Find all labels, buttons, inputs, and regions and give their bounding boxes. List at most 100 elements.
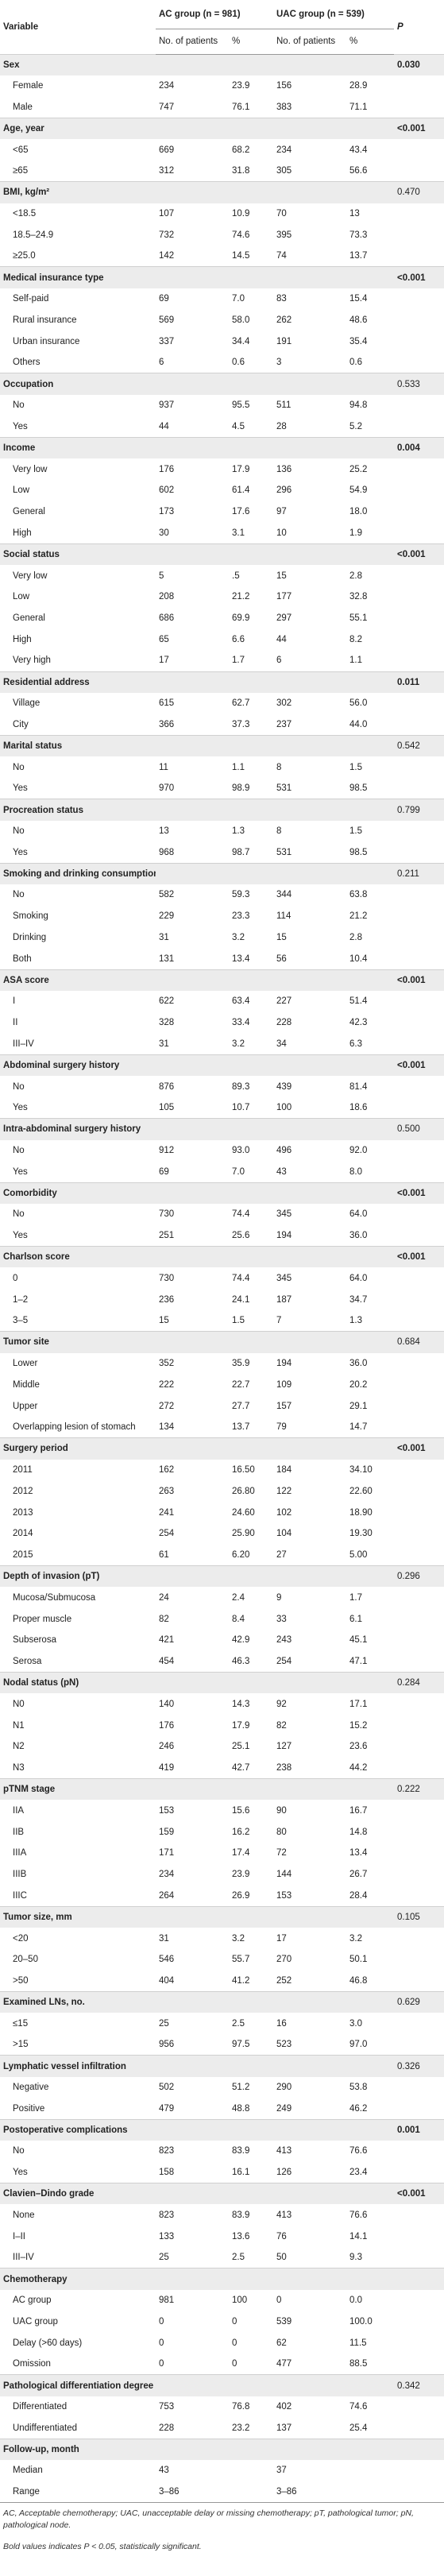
cell <box>346 1672 395 1694</box>
cell: 0 <box>232 2359 237 2369</box>
cell: 241 <box>159 1507 175 1518</box>
cell <box>156 1991 229 2013</box>
cell: 5.2 <box>349 421 362 431</box>
cell <box>394 1353 444 1375</box>
cell: 64.0 <box>349 1273 368 1283</box>
section-row: Comorbidity <0.001 <box>0 1182 444 1205</box>
item-row: No 582 59.3 344 63.8 <box>0 884 444 906</box>
item-label: Female <box>13 81 44 91</box>
cell: 234 <box>159 81 175 91</box>
cell: 352 <box>159 1359 175 1368</box>
item-row: 2014 254 25.90 104 19.30 <box>0 1523 444 1545</box>
cell: 15 <box>159 1316 169 1326</box>
cell: 43.4 <box>349 145 368 155</box>
cell: 228 <box>276 1018 292 1028</box>
cell: 51.4 <box>349 996 368 1007</box>
cell: 51.2 <box>232 2083 250 2093</box>
cell: 15 <box>276 933 287 943</box>
section-row: Depth of invasion (pT) 0.296 <box>0 1565 444 1588</box>
cell: 28 <box>276 421 287 431</box>
cell: 404 <box>159 1975 175 1986</box>
cell: 16.50 <box>232 1464 255 1475</box>
cell <box>394 139 444 161</box>
item-row: N1 176 17.9 82 15.2 <box>0 1715 444 1736</box>
item-row: <65 669 68.2 234 43.4 <box>0 139 444 161</box>
cell <box>394 927 444 949</box>
cell <box>156 1118 229 1140</box>
cell <box>229 2438 273 2461</box>
cell: 64.0 <box>349 1209 368 1220</box>
item-label: Range <box>0 2481 156 2504</box>
cell: 159 <box>159 1827 175 1837</box>
item-row: Self-paid 69 7.0 83 15.4 <box>0 288 444 310</box>
cell <box>229 1182 273 1205</box>
cell: 142 <box>159 251 175 261</box>
item-row: AC group 981 100 0 0.0 <box>0 2290 444 2311</box>
subheader: % <box>229 29 273 55</box>
item-label: N0 <box>13 1699 25 1709</box>
cell <box>346 2460 394 2481</box>
cell: 55.1 <box>349 613 368 624</box>
cell <box>229 1118 273 1140</box>
cell <box>346 373 395 395</box>
cell: 22.7 <box>232 1379 250 1390</box>
cell: 823 <box>159 2210 175 2220</box>
cell <box>346 1118 395 1140</box>
section-label: Medical insurance type <box>0 266 156 288</box>
cell <box>394 1651 444 1673</box>
item-label: Omission <box>13 2359 51 2369</box>
cell: 157 <box>276 1401 292 1411</box>
cell <box>346 862 395 885</box>
cell <box>346 2055 395 2077</box>
cell: 730 <box>159 1209 175 1220</box>
cell <box>394 1204 444 1225</box>
cell: 90 <box>276 1805 287 1816</box>
item-row: IIA 153 15.6 90 16.7 <box>0 1800 444 1821</box>
cell <box>394 1545 444 1566</box>
cell: 105 <box>159 1103 175 1113</box>
cell: 0.6 <box>349 358 362 368</box>
section-label: Surgery period <box>0 1437 156 1460</box>
cell <box>346 1778 395 1800</box>
cell: 2.8 <box>349 933 362 943</box>
cell: 136 <box>276 464 292 474</box>
cell: 15.4 <box>349 294 368 304</box>
cell <box>394 2034 444 2056</box>
cell: 1.7 <box>232 656 245 666</box>
item-label: Male <box>13 102 33 112</box>
cell: 4.5 <box>232 421 245 431</box>
p-value: <0.001 <box>394 543 444 566</box>
cell: 74 <box>276 251 287 261</box>
item-row: Village 615 62.7 302 56.0 <box>0 693 444 714</box>
item-label: No <box>13 1081 25 1092</box>
cell <box>229 2183 273 2205</box>
cell: 41.2 <box>232 1975 250 1986</box>
cell: 13.7 <box>232 1422 250 1433</box>
cell: 1.3 <box>349 1316 362 1326</box>
cell: 98.7 <box>232 847 250 857</box>
cell: 27.7 <box>232 1401 250 1411</box>
cell: 3.0 <box>349 2018 362 2029</box>
header-uac: UAC group (n = 539) <box>273 0 395 29</box>
cell <box>394 1608 444 1630</box>
item-label: AC group <box>13 2296 52 2306</box>
section-label: pTNM stage <box>0 1778 156 1800</box>
cell <box>156 1182 229 1205</box>
item-row: 2012 263 26.80 122 22.60 <box>0 1480 444 1502</box>
cell <box>394 2311 444 2332</box>
item-label: No <box>13 1146 25 1156</box>
cell: 31 <box>159 1933 169 1944</box>
subheader: No. of patients <box>156 29 229 55</box>
cell <box>346 2374 395 2396</box>
item-label: No <box>13 762 25 772</box>
cell: 153 <box>276 1890 292 1901</box>
p-value: <0.001 <box>394 1054 444 1077</box>
section-row: Tumor size, mm 0.105 <box>0 1905 444 1928</box>
cell: 0 <box>276 2296 282 2306</box>
cell: 156 <box>276 81 292 91</box>
cell: 44.0 <box>349 719 368 729</box>
cell <box>273 1672 346 1694</box>
cell <box>273 2118 346 2141</box>
cell: 7.0 <box>232 294 245 304</box>
cell: 37.3 <box>232 719 250 729</box>
